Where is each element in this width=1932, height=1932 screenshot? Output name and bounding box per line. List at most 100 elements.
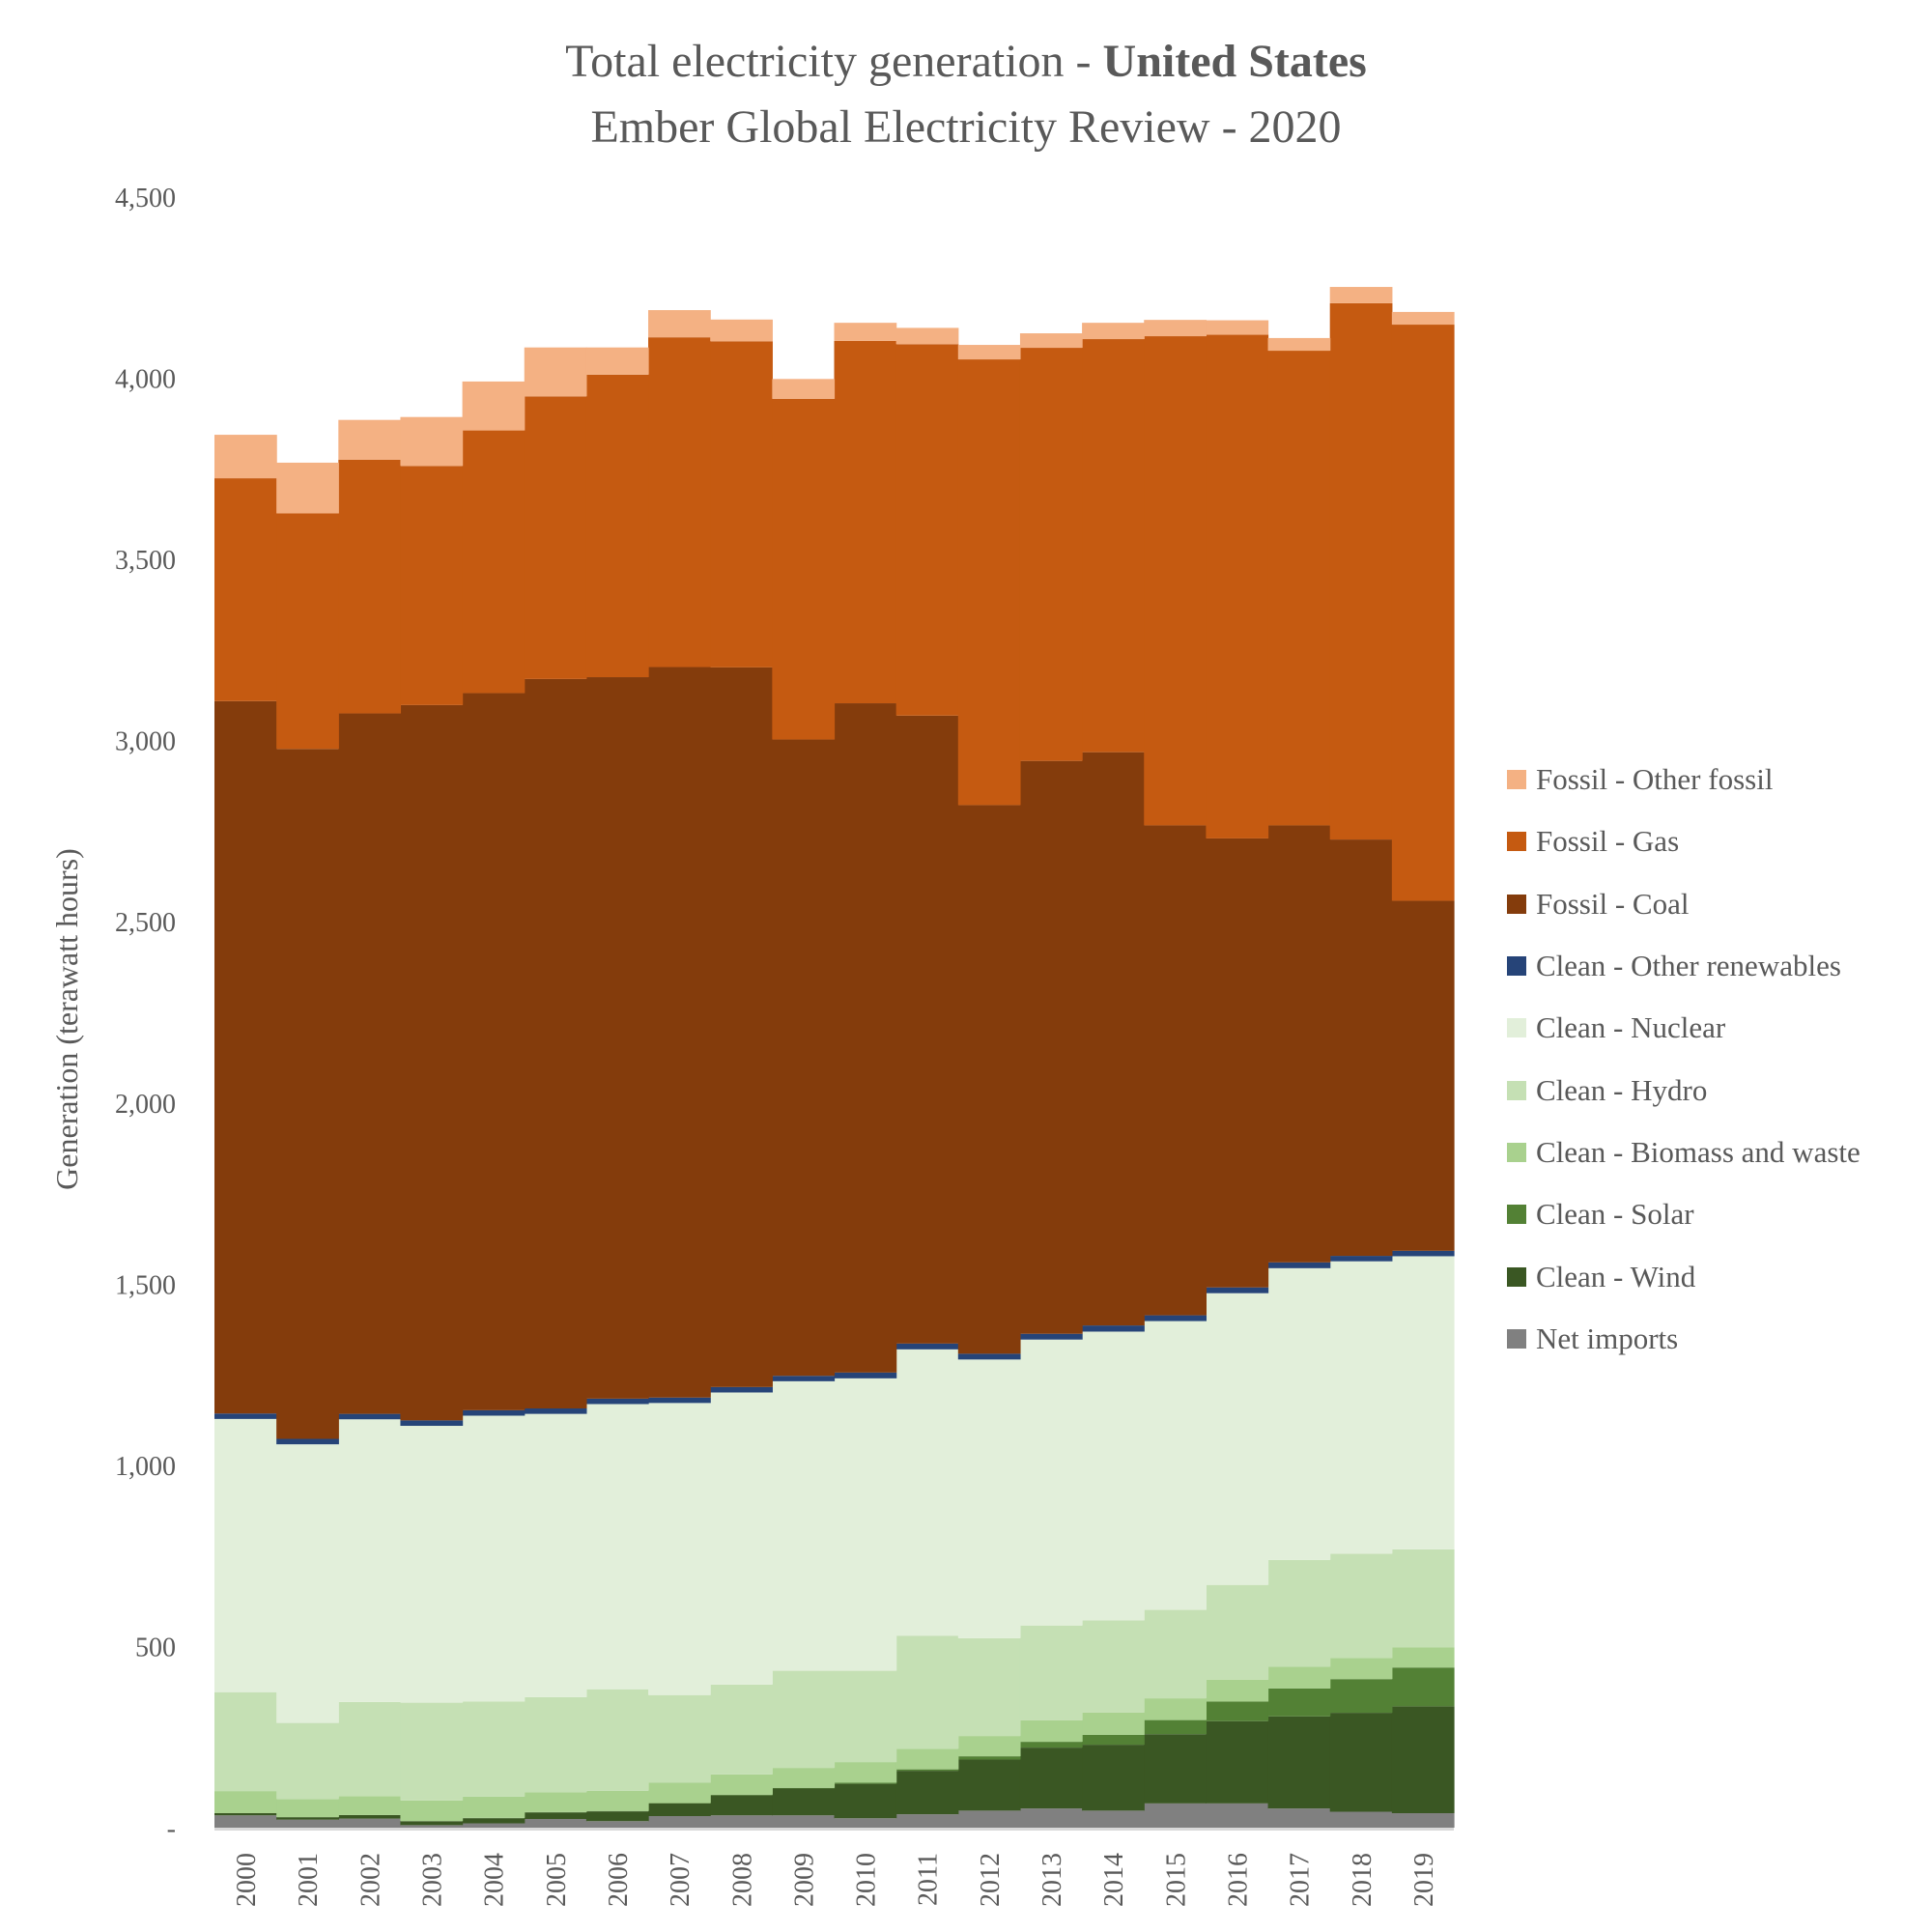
x-tick-label: 2014 [1099, 1853, 1129, 1907]
series-fossil-gas [214, 302, 1455, 901]
title-text: Total electricity generation - [565, 36, 1103, 87]
area-segment [1082, 1620, 1145, 1713]
series-clean-biomass-and-waste [214, 1647, 1455, 1822]
legend-label: Fossil - Gas [1536, 824, 1680, 859]
legend-swatch [1507, 1080, 1526, 1100]
area-segment [1267, 1688, 1331, 1717]
series-clean-hydro [214, 1548, 1455, 1801]
area-segment [895, 1771, 959, 1815]
area-segment [1329, 1553, 1393, 1659]
area-segment [834, 1378, 897, 1671]
area-segment [1082, 323, 1145, 340]
x-tick-label: 2005 [542, 1853, 572, 1907]
area-segment [1082, 1325, 1145, 1332]
area-segment [710, 1774, 773, 1795]
area-segment [1329, 1256, 1393, 1262]
area-segment [585, 1790, 649, 1811]
y-tick-label: 2,500 [115, 908, 176, 938]
area-segment [834, 1670, 897, 1763]
legend-item: Clean - Hydro [1507, 1059, 1861, 1121]
area-segment [957, 1759, 1021, 1811]
x-tick-label: 2002 [355, 1853, 385, 1907]
area-segment [1019, 1625, 1083, 1720]
area-segment [338, 419, 402, 460]
area-segment [957, 345, 1021, 360]
area-segment [524, 678, 587, 1408]
area-segment [1329, 302, 1393, 840]
area-segment [1391, 1667, 1455, 1707]
area-segment [338, 1814, 402, 1819]
area-segment [1206, 1701, 1269, 1721]
area-segment [1267, 1666, 1331, 1689]
x-tick-label: 2016 [1224, 1853, 1254, 1907]
y-tick-label: 500 [135, 1633, 176, 1662]
area-segment [214, 1413, 277, 1419]
area-segment [1144, 336, 1207, 826]
legend-item: Clean - Solar [1507, 1183, 1861, 1245]
area-segment [1019, 333, 1083, 349]
x-tick-label: 2009 [789, 1853, 819, 1907]
area-segment [648, 1397, 711, 1404]
area-segment [1144, 1321, 1207, 1610]
area-segment [585, 374, 649, 678]
area-segment [276, 1444, 339, 1723]
area-segment [957, 359, 1021, 806]
legend-label: Fossil - Other fossil [1536, 762, 1774, 797]
x-tick-label: 2004 [480, 1853, 510, 1907]
area-segment [772, 1787, 836, 1789]
legend-label: Clean - Solar [1536, 1197, 1694, 1232]
area-segment [524, 1819, 587, 1828]
series-fossil-other-fossil [214, 287, 1455, 514]
x-axis-ticks: 2000 2001 2002 2003 2004 2005 2006 2007 2008 2009… [232, 1853, 1439, 1907]
legend: Fossil - Other fossil Fossil - Gas Fossil … [1507, 749, 1861, 1370]
area-segment [710, 1795, 773, 1816]
area-segment [338, 459, 402, 714]
area-segment [1391, 1647, 1455, 1668]
area-segment [1206, 1720, 1269, 1804]
area-segment [957, 1637, 1021, 1737]
area-segment [1082, 1734, 1145, 1746]
area-segment [524, 347, 587, 397]
y-tick-label: 4,000 [115, 365, 176, 395]
area-segment [648, 1816, 711, 1828]
x-tick-label: 2011 [914, 1853, 944, 1906]
area-segment [648, 310, 711, 338]
area-segment [214, 435, 277, 479]
area-segment [1329, 1658, 1393, 1680]
area-segment [772, 1380, 836, 1671]
area-segment [648, 1782, 711, 1804]
area-segment [1391, 1706, 1455, 1813]
area-segment [710, 1684, 773, 1775]
y-tick-label: 1,000 [115, 1452, 176, 1482]
legend-item: Clean - Nuclear [1507, 997, 1861, 1059]
area-segment [1267, 1262, 1331, 1268]
area-segment [214, 1691, 277, 1792]
area-segment [1267, 825, 1331, 1263]
legend-label: Fossil - Coal [1536, 886, 1690, 921]
area-segment [1267, 1267, 1331, 1560]
area-segment [524, 1413, 587, 1697]
area-segment [1144, 825, 1207, 1316]
area-segment [1267, 351, 1331, 826]
area-segment [1267, 1559, 1331, 1667]
area-segment [1082, 1331, 1145, 1621]
x-tick-label: 2007 [666, 1853, 696, 1907]
area-segment [957, 1353, 1021, 1360]
area-segment [772, 1815, 836, 1828]
x-tick-label: 2015 [1161, 1853, 1191, 1907]
area-segment [710, 1815, 773, 1828]
area-segment [1019, 1747, 1083, 1809]
area-segment [772, 739, 836, 1377]
legend-swatch [1507, 1328, 1526, 1349]
area-segment [214, 1815, 277, 1828]
area-segment [1267, 1808, 1331, 1828]
area-segment [1206, 1803, 1269, 1828]
area-segment [1329, 1679, 1393, 1714]
area-segment [1391, 325, 1455, 901]
area-segment [648, 1694, 711, 1783]
series-clean-other-renewables [214, 1250, 1455, 1445]
area-segment [214, 1418, 277, 1692]
area-segment [834, 340, 897, 704]
area-segment [1329, 1713, 1393, 1812]
